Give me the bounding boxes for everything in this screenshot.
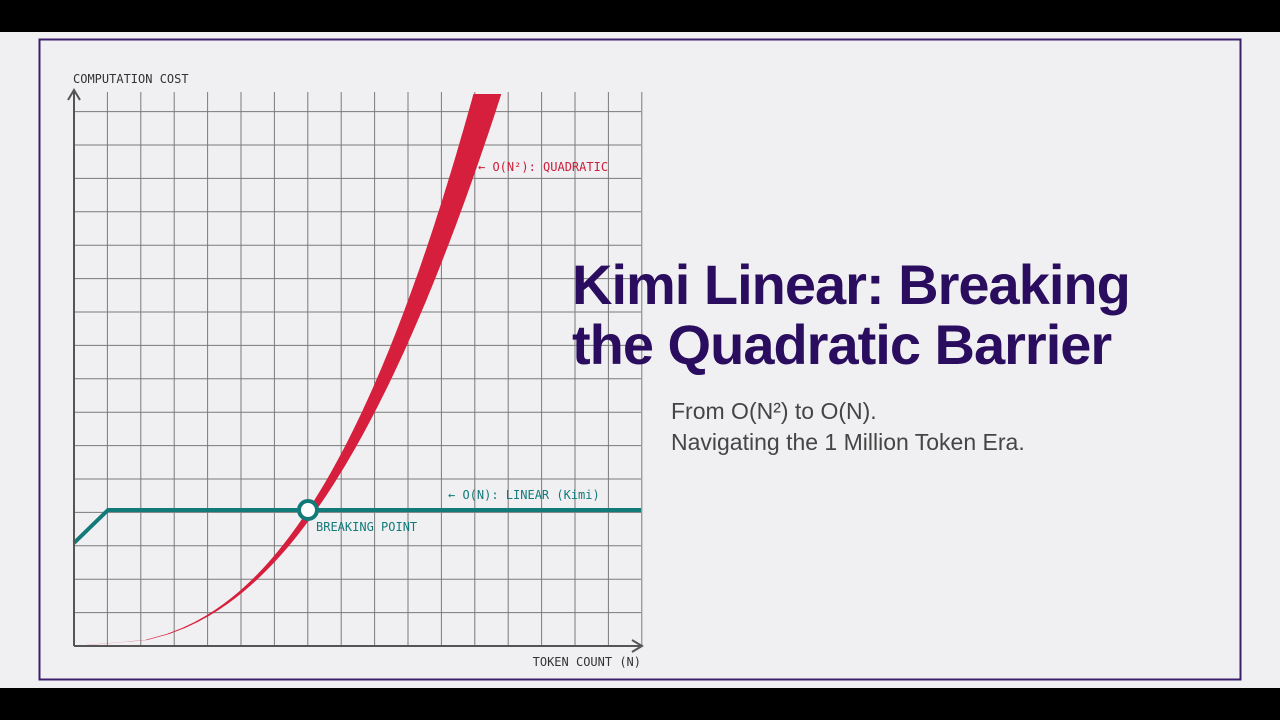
subtitle: Navigating the 1 Million Token Era. bbox=[671, 429, 1025, 455]
curves bbox=[72, 94, 641, 646]
y-axis-arrow bbox=[67, 88, 81, 101]
title: Kimi Linear: Breaking bbox=[572, 253, 1131, 316]
quadratic-label: ← O(N²): QUADRATIC bbox=[478, 160, 608, 174]
x-axis-label: TOKEN COUNT (N) bbox=[533, 655, 641, 669]
title: the Quadratic Barrier bbox=[572, 313, 1112, 376]
slide-frame bbox=[38, 38, 1242, 681]
slide: COMPUTATION COST TOKEN COUNT (N) ← O(N²)… bbox=[0, 32, 1280, 688]
x-axis-arrow bbox=[631, 639, 644, 653]
breaking-point bbox=[297, 499, 319, 521]
quadratic-curve bbox=[74, 94, 502, 646]
breaking-point-label: BREAKING POINT bbox=[316, 520, 417, 534]
linear-curve bbox=[72, 508, 641, 545]
subtitle: From O(N²) to O(N). bbox=[671, 398, 877, 424]
y-axis-label: COMPUTATION COST bbox=[73, 72, 189, 86]
grid bbox=[74, 92, 643, 646]
linear-label: ← O(N): LINEAR (Kimi) bbox=[448, 488, 600, 502]
chart: COMPUTATION COST TOKEN COUNT (N) ← O(N²)… bbox=[38, 38, 1242, 681]
